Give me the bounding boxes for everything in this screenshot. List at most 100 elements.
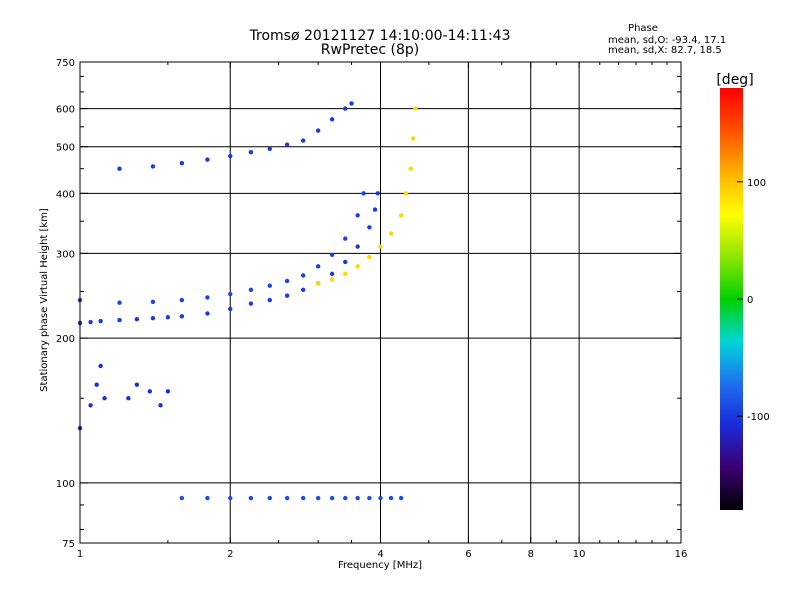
data-point: [126, 396, 131, 401]
data-point: [408, 166, 413, 171]
x-axis-label: Frequency [MHz]: [338, 560, 422, 571]
data-point: [179, 297, 185, 303]
data-point: [158, 403, 163, 408]
data-point: [117, 317, 122, 323]
colorbar-tick-label: -100: [747, 412, 770, 423]
data-point: [375, 191, 380, 196]
data-point: [329, 117, 335, 122]
data-point: [343, 259, 348, 265]
data-point: [98, 318, 103, 324]
data-point: [398, 495, 404, 501]
data-point: [355, 244, 360, 249]
data-point: [300, 138, 306, 143]
data-point: [179, 161, 185, 166]
data-point: [329, 271, 335, 277]
data-point: [367, 254, 372, 260]
x-tick-label: 8: [528, 549, 534, 560]
data-point: [378, 244, 383, 249]
x-tick-label: 6: [465, 549, 471, 560]
data-point: [403, 191, 409, 196]
data-point: [300, 495, 306, 501]
data-point: [355, 213, 360, 218]
grid-lines: [80, 62, 681, 543]
data-point: [228, 306, 233, 312]
data-point: [329, 252, 335, 258]
y-tick-label: 300: [56, 249, 75, 260]
data-point: [205, 295, 210, 300]
data-point: [147, 389, 153, 394]
data-point: [329, 277, 335, 282]
data-point: [343, 236, 348, 241]
data-point: [349, 101, 354, 106]
data-point: [248, 287, 254, 293]
data-point: [88, 319, 93, 325]
x-tick-label: 10: [573, 549, 586, 560]
data-point: [343, 495, 348, 501]
data-point: [413, 106, 418, 111]
data-point: [315, 495, 321, 501]
data-point: [179, 495, 185, 501]
data-point: [367, 495, 372, 501]
data-point: [228, 495, 233, 501]
chart-title: Tromsø 20121127 14:10:00-14:11:43: [249, 28, 511, 44]
data-point: [134, 316, 140, 322]
x-tick-label: 1: [77, 549, 83, 560]
data-point: [150, 299, 156, 304]
colorbar: 100 0 -100: [720, 88, 770, 510]
data-point: [398, 213, 404, 218]
data-point: [150, 164, 156, 169]
data-point: [388, 495, 394, 501]
data-point: [117, 300, 122, 305]
data-point: [329, 495, 335, 501]
data-point: [410, 136, 416, 141]
colorbar-tick-label: 100: [747, 178, 766, 189]
data-point: [315, 281, 321, 286]
data-point: [388, 231, 394, 236]
y-tick-label: 400: [56, 189, 75, 200]
colorbar-tick-label: 0: [747, 295, 753, 306]
y-tick-label: 750: [56, 58, 75, 69]
data-point: [300, 273, 306, 278]
data-point: [165, 315, 171, 320]
data-point: [98, 363, 103, 369]
data-point: [267, 146, 272, 151]
x-tick-label: 4: [377, 549, 383, 560]
data-point: [284, 495, 290, 501]
y-tick-label: 500: [56, 143, 75, 154]
data-point: [284, 278, 290, 284]
axes: 1 2 4 6 8 10 16 75 100 200 300 400 500 600 750: [56, 58, 687, 560]
data-point: [102, 396, 107, 401]
data-point: [179, 314, 185, 319]
data-point: [267, 495, 272, 501]
data-point: [228, 291, 233, 297]
data-point: [267, 283, 272, 288]
data-point: [300, 287, 306, 293]
data-point: [267, 297, 272, 303]
data-point: [378, 495, 383, 501]
data-point: [343, 106, 348, 111]
y-axis-label: Stationary phase Virtual Height [km]: [39, 208, 50, 392]
data-point: [284, 142, 290, 147]
data-point: [228, 153, 233, 159]
y-tick-label: 75: [62, 539, 75, 550]
data-point: [248, 495, 254, 501]
data-point: [367, 225, 372, 230]
y-tick-label: 600: [56, 105, 75, 116]
data-point: [165, 389, 171, 394]
stats-x-mode: mean, sd,X: 82.7, 18.5: [608, 45, 722, 56]
data-point: [117, 166, 122, 171]
stats-heading: Phase: [628, 23, 658, 34]
data-point: [134, 382, 140, 387]
colorbar-label: [deg]: [716, 72, 753, 88]
data-point: [355, 495, 360, 501]
data-point: [361, 191, 366, 196]
data-point: [372, 207, 378, 212]
data-point: [205, 495, 210, 501]
chart-subtitle: RwPretec (8p): [321, 42, 419, 58]
data-point: [315, 128, 321, 133]
data-point: [284, 293, 290, 298]
data-point: [150, 315, 156, 321]
data-point: [343, 271, 348, 277]
data-point: [88, 403, 93, 408]
